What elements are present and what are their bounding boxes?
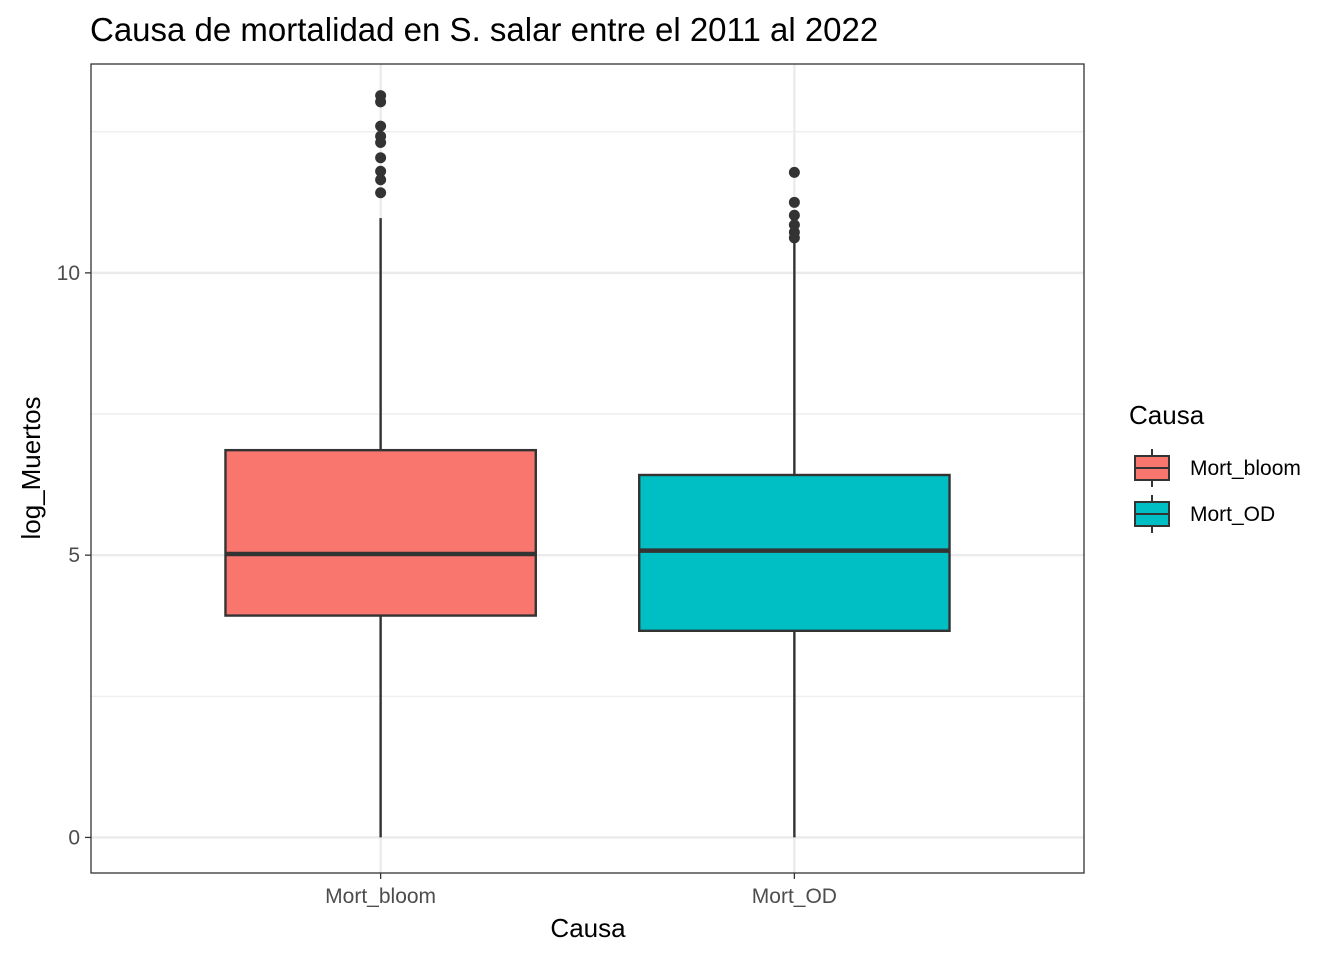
x-tick-label: Mort_bloom — [325, 885, 436, 908]
axes: 0 5 10 Mort_bloom Mort_OD — [57, 262, 837, 908]
y-tick-label: 0 — [68, 826, 80, 849]
legend-label: Mort_OD — [1190, 503, 1275, 526]
x-tick-label: Mort_OD — [752, 885, 837, 908]
legend-item-mort-od: Mort_OD — [1134, 495, 1275, 533]
outlier-point — [375, 120, 387, 132]
outlier-point — [788, 196, 800, 208]
y-tick-label: 5 — [68, 544, 80, 567]
box-group-mort-bloom — [224, 90, 537, 838]
y-tick-label: 10 — [57, 262, 80, 285]
legend: Causa Mort_bloom Mort_OD — [1129, 400, 1301, 533]
outlier-point — [788, 219, 800, 231]
box-iqr — [224, 448, 537, 617]
outlier-point — [788, 209, 800, 221]
legend-title: Causa — [1129, 400, 1205, 430]
panel-border — [90, 63, 1085, 874]
x-axis-title: Causa — [550, 913, 626, 943]
outlier-point — [375, 165, 387, 177]
box-group-mort-od — [638, 166, 951, 838]
outlier-point — [375, 174, 387, 186]
legend-item-mort-bloom: Mort_bloom — [1134, 449, 1301, 487]
outlier-point — [788, 166, 800, 178]
outlier-point — [375, 152, 387, 164]
boxes — [224, 90, 951, 838]
box-iqr — [638, 473, 951, 633]
legend-label: Mort_bloom — [1190, 457, 1301, 480]
outlier-point — [375, 130, 387, 142]
chart-title: Causa de mortalidad en S. salar entre el… — [90, 11, 878, 48]
outlier-point — [375, 187, 387, 199]
outlier-point — [375, 90, 387, 102]
y-axis-title: log_Muertos — [16, 396, 46, 539]
